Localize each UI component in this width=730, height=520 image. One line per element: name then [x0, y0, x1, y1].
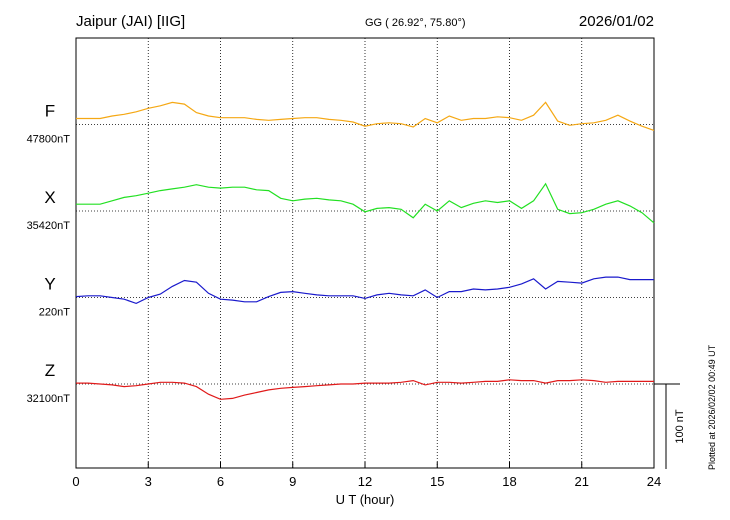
x-tick-label: 3	[145, 474, 152, 489]
series-line	[76, 182, 655, 224]
chart-title: Jaipur (JAI) [IIG]	[76, 13, 185, 30]
baseline-label: 220nT	[39, 307, 70, 319]
x-tick-label: 9	[289, 474, 296, 489]
series-name: X	[44, 188, 55, 207]
series-name: F	[45, 102, 55, 121]
series-line	[75, 276, 654, 305]
series-name: Y	[44, 275, 55, 294]
scale-bar-label: 100 nT	[674, 409, 686, 444]
series-line	[76, 379, 654, 400]
footnote: Plotted at 2026/02/02 00:49 UT	[707, 344, 717, 470]
x-tick-label: 24	[647, 474, 661, 489]
baseline-label: 35420nT	[27, 220, 71, 232]
x-tick-label: 15	[430, 474, 444, 489]
baseline-label: 32100nT	[27, 393, 71, 405]
plot-frame	[75, 37, 655, 469]
x-tick-label: 18	[502, 474, 516, 489]
baseline-label: 47800nT	[27, 134, 71, 146]
chart-date: 2026/01/02	[579, 13, 654, 30]
series-line	[76, 101, 655, 131]
series-name: Z	[45, 361, 55, 380]
x-tick-label: 12	[358, 474, 372, 489]
chart-subtitle: GG ( 26.92°, 75.80°)	[365, 17, 466, 29]
x-tick-label: 0	[72, 474, 79, 489]
x-axis-label: U T (hour)	[336, 492, 395, 507]
x-tick-label: 6	[217, 474, 224, 489]
x-tick-label: 21	[575, 474, 589, 489]
